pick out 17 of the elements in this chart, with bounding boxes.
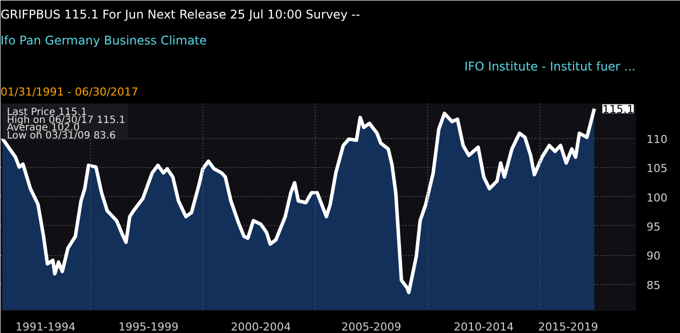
x-tick-label: 2005-2009 xyxy=(341,320,402,333)
x-tick-label: 2010-2014 xyxy=(454,320,514,333)
x-tick-label: 1995-1999 xyxy=(118,320,178,333)
text: 01/31/1991 - 06/30/2017 xyxy=(0,86,138,98)
annotation: 115.1 xyxy=(602,103,634,116)
y-tick-label: 110 xyxy=(646,132,668,146)
y-tick-label: 90 xyxy=(646,250,660,263)
x-tick-label: 2015-2019 xyxy=(538,320,598,333)
x-tick-label: 1991-1994 xyxy=(16,320,76,333)
y-tick-label: 85 xyxy=(646,278,660,292)
y-tick-label: 105 xyxy=(646,162,668,176)
text: IFO Institute - Institut fuer ... xyxy=(464,60,636,74)
x-tick-label: 2000-2004 xyxy=(230,320,291,333)
y-tick-label: 100 xyxy=(646,191,668,204)
chart-subtitle: GRIFPBUS 115.1 For Jun Next Release 25 Jul 10:00 Survey -- xyxy=(0,8,360,22)
chart-title: Ifo Pan Germany Business Climate xyxy=(0,34,207,48)
y-tick-label: 95 xyxy=(646,220,660,234)
